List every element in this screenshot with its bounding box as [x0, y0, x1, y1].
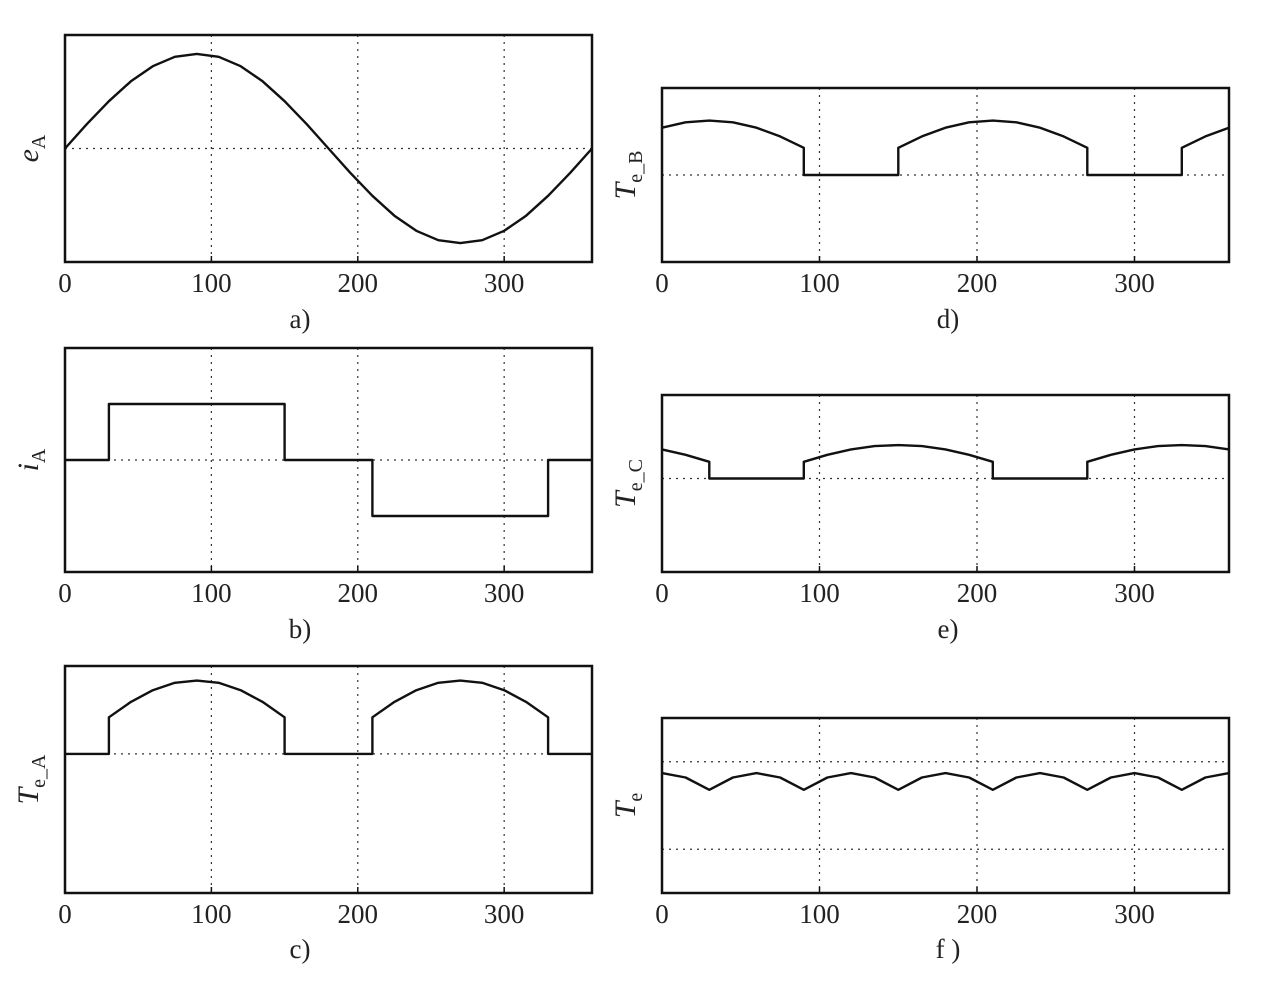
x-tick-label: 300	[1114, 268, 1155, 298]
axes-frame	[660, 716, 1231, 895]
axes-frame	[63, 664, 594, 895]
x-tick-label: 300	[484, 899, 525, 929]
y-axis-label-sub: e_A	[28, 754, 50, 788]
y-axis-label: Te_A	[12, 754, 50, 805]
axes-frame	[63, 33, 594, 264]
y-axis-label-main: i	[12, 463, 45, 471]
x-tick-label: 100	[191, 578, 232, 608]
y-axis-label-sub: e_C	[625, 459, 647, 491]
y-axis-label: Te_C	[609, 459, 647, 508]
x-tick-label: 200	[957, 899, 998, 929]
panel-d: 0 100 200 300 d) Te_B	[609, 86, 1231, 334]
panel-caption: b)	[289, 614, 312, 644]
series-line	[661, 771, 1230, 791]
y-axis-label-main: T	[609, 489, 642, 508]
y-axis-label-main: e	[12, 149, 45, 162]
x-tick-label: 200	[957, 578, 998, 608]
axes-frame	[63, 346, 594, 574]
series-line	[661, 119, 1230, 177]
y-axis-label-sub: A	[28, 134, 50, 149]
x-tick-label: 300	[1114, 578, 1155, 608]
panel-caption: f )	[936, 934, 961, 964]
x-tick-label: 100	[799, 268, 840, 298]
axes-frame	[660, 86, 1231, 264]
panel-caption: c)	[290, 934, 311, 964]
x-tick-label: 0	[655, 268, 669, 298]
y-axis-label-main: T	[609, 180, 642, 199]
y-axis-label-sub: A	[28, 448, 50, 463]
panel-caption: d)	[937, 304, 960, 334]
y-axis-label-main: T	[12, 786, 45, 805]
panel-b: 0 100 200 300 b) iA	[12, 346, 594, 644]
panel-f: 0 100 200 300 f ) Te	[609, 716, 1231, 964]
axes-frame	[660, 393, 1231, 574]
x-tick-label: 200	[338, 268, 379, 298]
x-tick-label: 200	[957, 268, 998, 298]
x-tick-label: 100	[799, 899, 840, 929]
y-axis-label-main: T	[609, 799, 642, 818]
x-tick-label: 200	[338, 899, 379, 929]
y-axis-label: Te_B	[609, 151, 647, 200]
series-line	[661, 443, 1230, 480]
y-axis-label-sub: e	[625, 793, 647, 802]
panel-caption: e)	[938, 614, 959, 644]
x-tick-label: 300	[484, 268, 525, 298]
panel-e: 0 100 200 300 e) Te_C	[609, 393, 1231, 644]
x-tick-label: 100	[191, 899, 232, 929]
x-tick-label: 100	[799, 578, 840, 608]
y-axis-label-sub: e_B	[625, 151, 647, 183]
x-tick-label: 0	[655, 578, 669, 608]
x-tick-label: 200	[338, 578, 379, 608]
series-line	[65, 402, 592, 518]
panel-caption: a)	[290, 304, 311, 334]
panel-a: 0 100 200 300 a) eA	[12, 33, 594, 334]
x-tick-label: 0	[655, 899, 669, 929]
series-line	[64, 52, 593, 245]
y-axis-label: eA	[12, 134, 50, 162]
x-tick-label: 0	[58, 268, 72, 298]
x-tick-label: 100	[191, 268, 232, 298]
y-axis-label: iA	[12, 448, 50, 471]
x-tick-label: 0	[58, 578, 72, 608]
x-tick-label: 300	[1114, 899, 1155, 929]
x-tick-label: 300	[484, 578, 525, 608]
x-tick-label: 0	[58, 899, 72, 929]
series-line	[65, 679, 592, 756]
panel-c: 0 100 200 300 c) Te_A	[12, 664, 594, 964]
y-axis-label: Te	[609, 793, 647, 819]
